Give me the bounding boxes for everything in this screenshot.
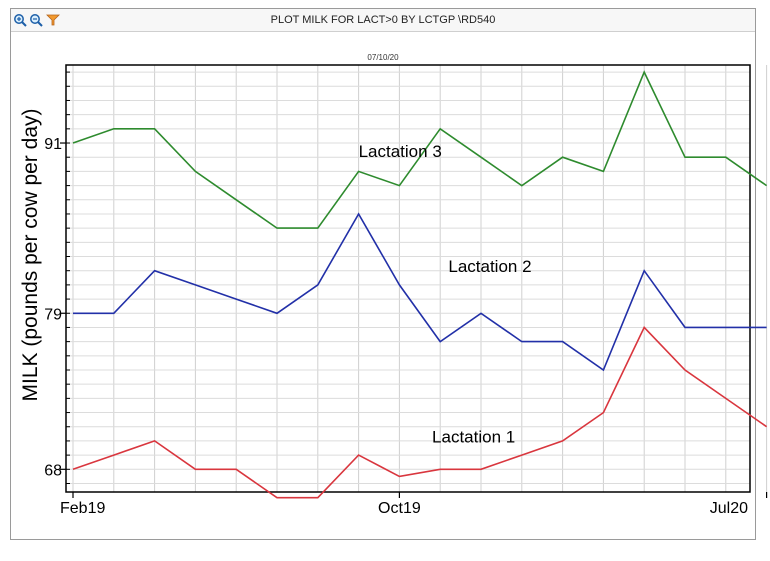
filter-icon[interactable] [46, 13, 60, 27]
y-axis-minor-ticks [66, 71, 70, 484]
title-bar: PLOT MILK FOR LACT>0 BY LCTGP \RD540 [11, 9, 755, 32]
grid [66, 65, 768, 492]
series-label: Lactation 3 [359, 142, 442, 161]
plot-date: 07/10/20 [367, 53, 399, 62]
plot-window: PLOT MILK FOR LACT>0 BY LCTGP \RD540 07/… [10, 8, 756, 540]
x-tick-label: Jul20 [710, 500, 748, 517]
x-tick-label: Feb19 [60, 500, 105, 517]
y-axis-label: MILK (pounds per cow per day) [19, 109, 42, 402]
series-label: Lactation 1 [432, 427, 515, 446]
series-line-lactation-1 [72, 326, 768, 499]
series-label: Lactation 2 [448, 257, 531, 276]
y-tick-label: 79 [44, 306, 62, 323]
y-tick-label: 91 [44, 136, 62, 153]
plot-area-frame [65, 64, 751, 493]
y-tick-label: 68 [44, 462, 62, 479]
zoom-out-icon[interactable] [29, 13, 43, 27]
series-line-lactation-3 [72, 70, 768, 229]
y-axis-ticks: 68 79 91 [44, 136, 66, 479]
series-lines [72, 70, 768, 499]
series-line-lactation-2 [73, 212, 767, 372]
x-tick-label: Oct19 [378, 500, 421, 517]
series-labels: Lactation 3 Lactation 2 Lactation 1 [359, 142, 532, 446]
window-title: PLOT MILK FOR LACT>0 BY LCTGP \RD540 [270, 14, 496, 26]
x-axis-ticks: Feb19 Oct19 Jul20 [60, 492, 768, 517]
zoom-in-icon[interactable] [13, 13, 27, 27]
